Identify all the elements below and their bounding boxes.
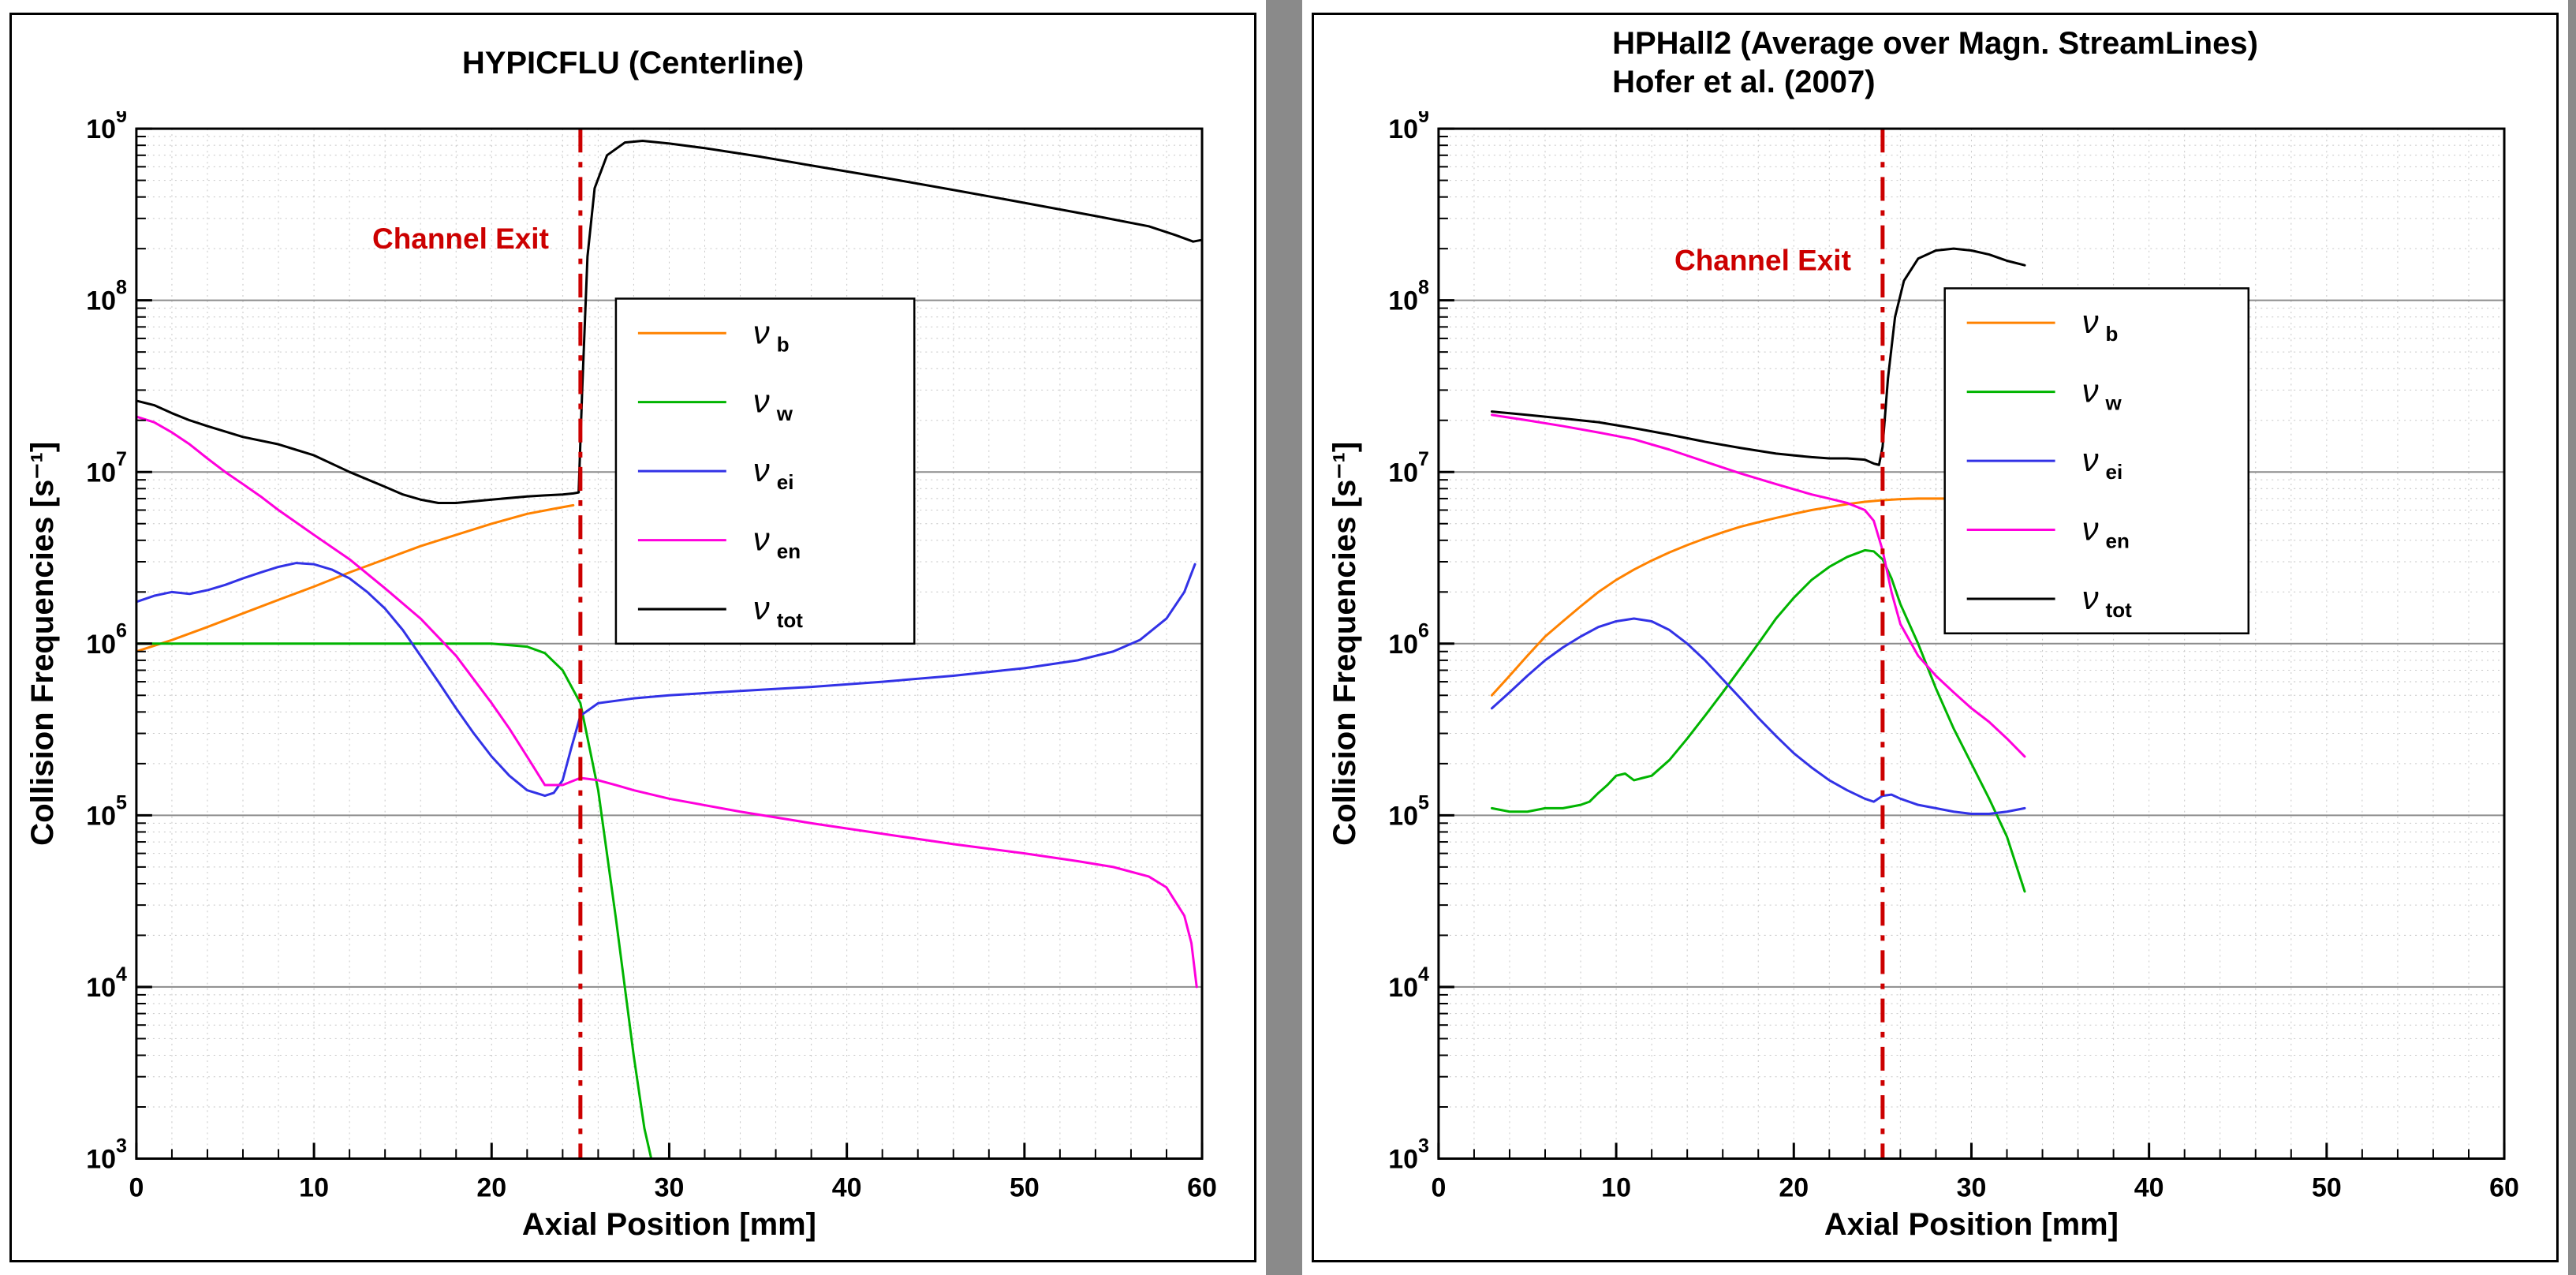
legend: ν b ν w ν ei ν en ν tot (1943, 287, 2250, 634)
right-panel-outer: HPHall2 (Average over Magn. StreamLines)… (1302, 0, 2568, 1275)
x-tick-label: 10 (299, 1173, 329, 1203)
series-nu_en (136, 415, 1198, 989)
left-chart-panel: HYPICFLU (Centerline) Channel Exit 0 10 20 3… (9, 13, 1256, 1262)
y-tick-label: 107 (86, 448, 127, 488)
legend-label-nu_en: ν en (2082, 510, 2130, 553)
right-chart-panel: HPHall2 (Average over Magn. StreamLines)… (1312, 13, 2559, 1262)
x-tick-label: 50 (1010, 1173, 1040, 1203)
y-tick-label: 109 (86, 111, 127, 144)
legend-label-nu_en: ν en (753, 521, 801, 563)
series-nu_ei (136, 562, 1197, 798)
chart-title: HPHall2 (Average over Magn. StreamLines)… (1612, 24, 2258, 102)
legend-label-nu_tot: ν tot (2082, 579, 2132, 622)
channel-exit-label: Channel Exit (1674, 243, 1851, 276)
y-tick-label: 106 (1388, 620, 1429, 660)
y-tick-label: 108 (86, 277, 127, 316)
x-tick-label: 30 (655, 1173, 685, 1203)
x-tick-label: 10 (1601, 1173, 1631, 1203)
y-axis-label: Collision Frequencies [s⁻¹] (1327, 442, 1362, 846)
collision-frequencies-chart-left: Channel Exit 0 10 20 30 40 50 60 103 104 105 106 107… (25, 111, 1217, 1242)
collision-frequencies-chart-right: Channel Exit 0 10 20 30 40 50 60 103 104 105 106 107… (1327, 111, 2519, 1242)
series-nu_b (136, 503, 575, 653)
chart-title-line: Hofer et al. (2007) (1612, 65, 1876, 99)
series-nu_tot (136, 139, 1203, 504)
left-chart-header: HYPICFLU (Centerline) (12, 15, 1254, 111)
series-nu_w (136, 642, 653, 1159)
channel-exit-label: Channel Exit (372, 222, 549, 255)
y-tick-label: 104 (1388, 963, 1429, 1003)
y-tick-label: 107 (1388, 448, 1429, 488)
x-tick-label: 20 (1779, 1173, 1809, 1203)
y-axis-label: Collision Frequencies [s⁻¹] (25, 442, 60, 846)
x-tick-label: 20 (476, 1173, 506, 1203)
x-axis-label: Axial Position [mm] (1824, 1207, 2119, 1242)
series-nu_ei (1490, 617, 2026, 815)
legend: ν b ν w ν ei ν en ν tot (614, 297, 916, 645)
x-tick-label: 60 (2489, 1173, 2519, 1203)
x-tick-label: 40 (2134, 1173, 2164, 1203)
series-nu_b (1490, 497, 2026, 697)
x-axis-label: Axial Position [mm] (522, 1207, 816, 1242)
x-tick-label: 50 (2312, 1173, 2342, 1203)
right-chart-header: HPHall2 (Average over Magn. StreamLines)… (1314, 15, 2556, 111)
y-tick-label: 105 (86, 791, 127, 831)
chart-title-line: HYPICFLU (Centerline) (461, 45, 805, 80)
y-tick-label: 103 (1388, 1135, 1429, 1174)
x-tick-label: 0 (1431, 1173, 1446, 1203)
legend-label-nu_tot: ν tot (753, 589, 803, 632)
right-chart-area: Channel Exit 0 10 20 30 40 50 60 103 104 105 106 107… (1314, 111, 2556, 1260)
x-tick-label: 40 (832, 1173, 862, 1203)
x-tick-label: 0 (129, 1173, 144, 1203)
y-tick-label: 108 (1388, 277, 1429, 316)
chart-title-line: HPHall2 (Average over Magn. StreamLines) (1612, 26, 2258, 62)
left-panel-outer: HYPICFLU (Centerline) Channel Exit 0 10 20 3… (0, 0, 1266, 1275)
series-nu_tot (1490, 247, 2026, 466)
x-tick-label: 30 (1957, 1173, 1987, 1203)
y-tick-label: 104 (86, 963, 127, 1003)
series-nu_en (1490, 413, 2026, 758)
y-tick-label: 106 (86, 620, 127, 660)
y-tick-label: 103 (86, 1135, 127, 1174)
legend-label-nu_ei: ν ei (753, 451, 794, 494)
y-tick-label: 109 (1388, 111, 1429, 144)
chart-title: HYPICFLU (Centerline) (462, 44, 804, 83)
legend-label-nu_ei: ν ei (2082, 441, 2123, 484)
x-tick-label: 60 (1187, 1173, 1217, 1203)
series-nu_w (1490, 548, 2026, 893)
left-chart-area: Channel Exit 0 10 20 30 40 50 60 103 104 105 106 107… (12, 111, 1254, 1260)
y-tick-label: 105 (1388, 791, 1429, 831)
